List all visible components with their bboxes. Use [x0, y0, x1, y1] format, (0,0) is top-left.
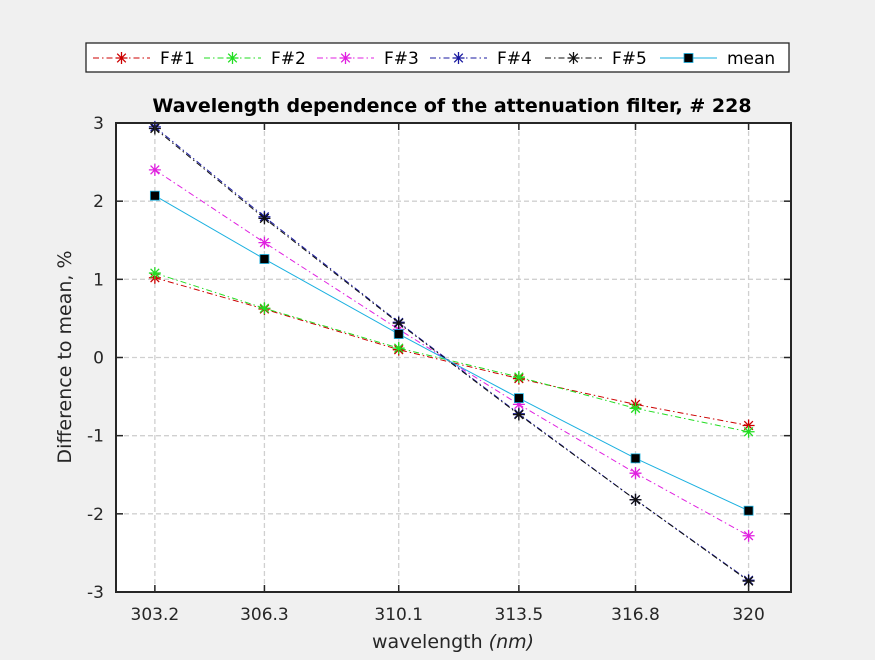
legend-item-f2: F#2 — [204, 49, 306, 69]
asterisk-marker-shape — [629, 402, 642, 415]
legend-marker-mean — [683, 53, 694, 63]
data-point-mean — [393, 329, 404, 339]
asterisk-marker-shape — [512, 398, 525, 411]
legend-label-f4: F#4 — [497, 49, 532, 69]
asterisk-marker-shape — [226, 52, 239, 64]
asterisk-marker-shape — [742, 419, 755, 432]
series-layer — [148, 120, 755, 588]
x-tick-label: 313.5 — [495, 605, 544, 625]
asterisk-marker-shape — [258, 236, 271, 249]
asterisk-marker-shape — [148, 267, 161, 280]
asterisk-marker-shape — [629, 467, 642, 480]
legend-marker-f4 — [452, 52, 465, 64]
legend-label-f5: F#5 — [612, 49, 647, 69]
asterisk-marker-shape — [115, 52, 128, 64]
asterisk-marker-shape — [629, 493, 642, 506]
series-line-f4 — [154, 126, 749, 581]
legend-label-mean: mean — [727, 49, 775, 69]
y-tick-label: -1 — [87, 427, 104, 447]
data-point-f3 — [512, 398, 525, 411]
legend-label-f3: F#3 — [384, 49, 419, 69]
x-tick-label: 320 — [732, 605, 764, 625]
asterisk-marker-shape — [512, 408, 525, 421]
y-tick-label: -3 — [87, 583, 104, 603]
data-point-f3 — [258, 236, 271, 249]
series-f2 — [148, 267, 755, 438]
legend-item-mean: mean — [660, 49, 775, 69]
asterisk-marker-shape — [742, 425, 755, 438]
data-point-mean — [513, 393, 524, 404]
asterisk-marker-shape — [452, 52, 465, 64]
asterisk-marker-shape — [148, 163, 161, 176]
asterisk-marker-shape — [258, 212, 271, 225]
series-line-mean — [154, 195, 749, 512]
data-point-f1 — [742, 419, 755, 432]
y-tick-label: 2 — [93, 192, 104, 212]
legend-marker-f2 — [226, 52, 239, 64]
x-tick-label: 303.2 — [131, 605, 180, 625]
data-point-mean — [149, 190, 160, 201]
y-tick-label: 0 — [93, 349, 104, 369]
series-line-f1 — [154, 277, 749, 426]
data-point-mean — [743, 505, 754, 516]
legend-label-f2: F#2 — [271, 49, 306, 69]
data-point-f5 — [392, 317, 405, 330]
x-axis-label-text: wavelength — [372, 631, 483, 653]
y-axis-label: Difference to mean, % — [54, 250, 76, 463]
asterisk-marker-shape — [567, 52, 580, 64]
data-point-f5 — [742, 575, 755, 588]
data-point-f2 — [742, 425, 755, 438]
asterisk-marker-shape — [742, 575, 755, 588]
data-point-f2 — [512, 371, 525, 384]
data-point-mean — [630, 453, 641, 464]
data-point-f2 — [258, 302, 271, 315]
y-tick-label: -2 — [87, 505, 104, 525]
x-axis-label-unit: (nm) — [489, 631, 534, 653]
data-point-f5 — [629, 493, 642, 506]
legend-item-f4: F#4 — [430, 49, 532, 69]
data-point-f5 — [512, 408, 525, 421]
legend-item-f1: F#1 — [93, 49, 195, 69]
data-point-mean — [259, 254, 270, 264]
asterisk-marker-shape — [392, 317, 405, 330]
series-line-f5 — [154, 128, 749, 582]
asterisk-marker-shape — [258, 302, 271, 315]
x-tick-label: 316.8 — [611, 605, 660, 625]
grid-lines — [116, 123, 791, 592]
series-mean — [149, 190, 754, 516]
y-tick-label: 1 — [93, 270, 104, 290]
data-point-f3 — [742, 529, 755, 542]
x-tick-label: 310.1 — [374, 605, 423, 625]
series-line-f3 — [154, 169, 749, 537]
legend-item-f5: F#5 — [545, 49, 647, 69]
data-point-f2 — [629, 402, 642, 415]
legend-label-f1: F#1 — [160, 49, 195, 69]
legend-box — [85, 42, 790, 73]
asterisk-marker-shape — [742, 529, 755, 542]
legend-marker-f5 — [567, 52, 580, 64]
legend-item-f3: F#3 — [317, 49, 419, 69]
asterisk-marker-shape — [392, 342, 405, 355]
tick-labels: 303.2 306.3 310.1 313.5 316.8 320 3 2 1 0 -1 -2 -3 — [87, 114, 765, 625]
tick-marks — [116, 122, 791, 593]
data-point-f2 — [148, 267, 161, 280]
chart-title: Wavelength dependence of the attenuation… — [152, 95, 751, 117]
x-axis-label: wavelength (nm) — [372, 631, 534, 653]
asterisk-marker-shape — [339, 52, 352, 64]
data-point-f3 — [629, 467, 642, 480]
series-line-f2 — [154, 272, 749, 433]
legend-marker-f1 — [115, 52, 128, 64]
y-tick-label: 3 — [93, 114, 104, 134]
legend: F#1 F#2 F#3 F#4 F#5 mean — [85, 42, 790, 73]
asterisk-marker-shape — [512, 371, 525, 384]
x-tick-label: 306.3 — [240, 605, 289, 625]
legend-marker-f3 — [339, 52, 352, 64]
data-point-f3 — [148, 163, 161, 176]
data-point-f2 — [392, 342, 405, 355]
data-point-f5 — [258, 212, 271, 225]
